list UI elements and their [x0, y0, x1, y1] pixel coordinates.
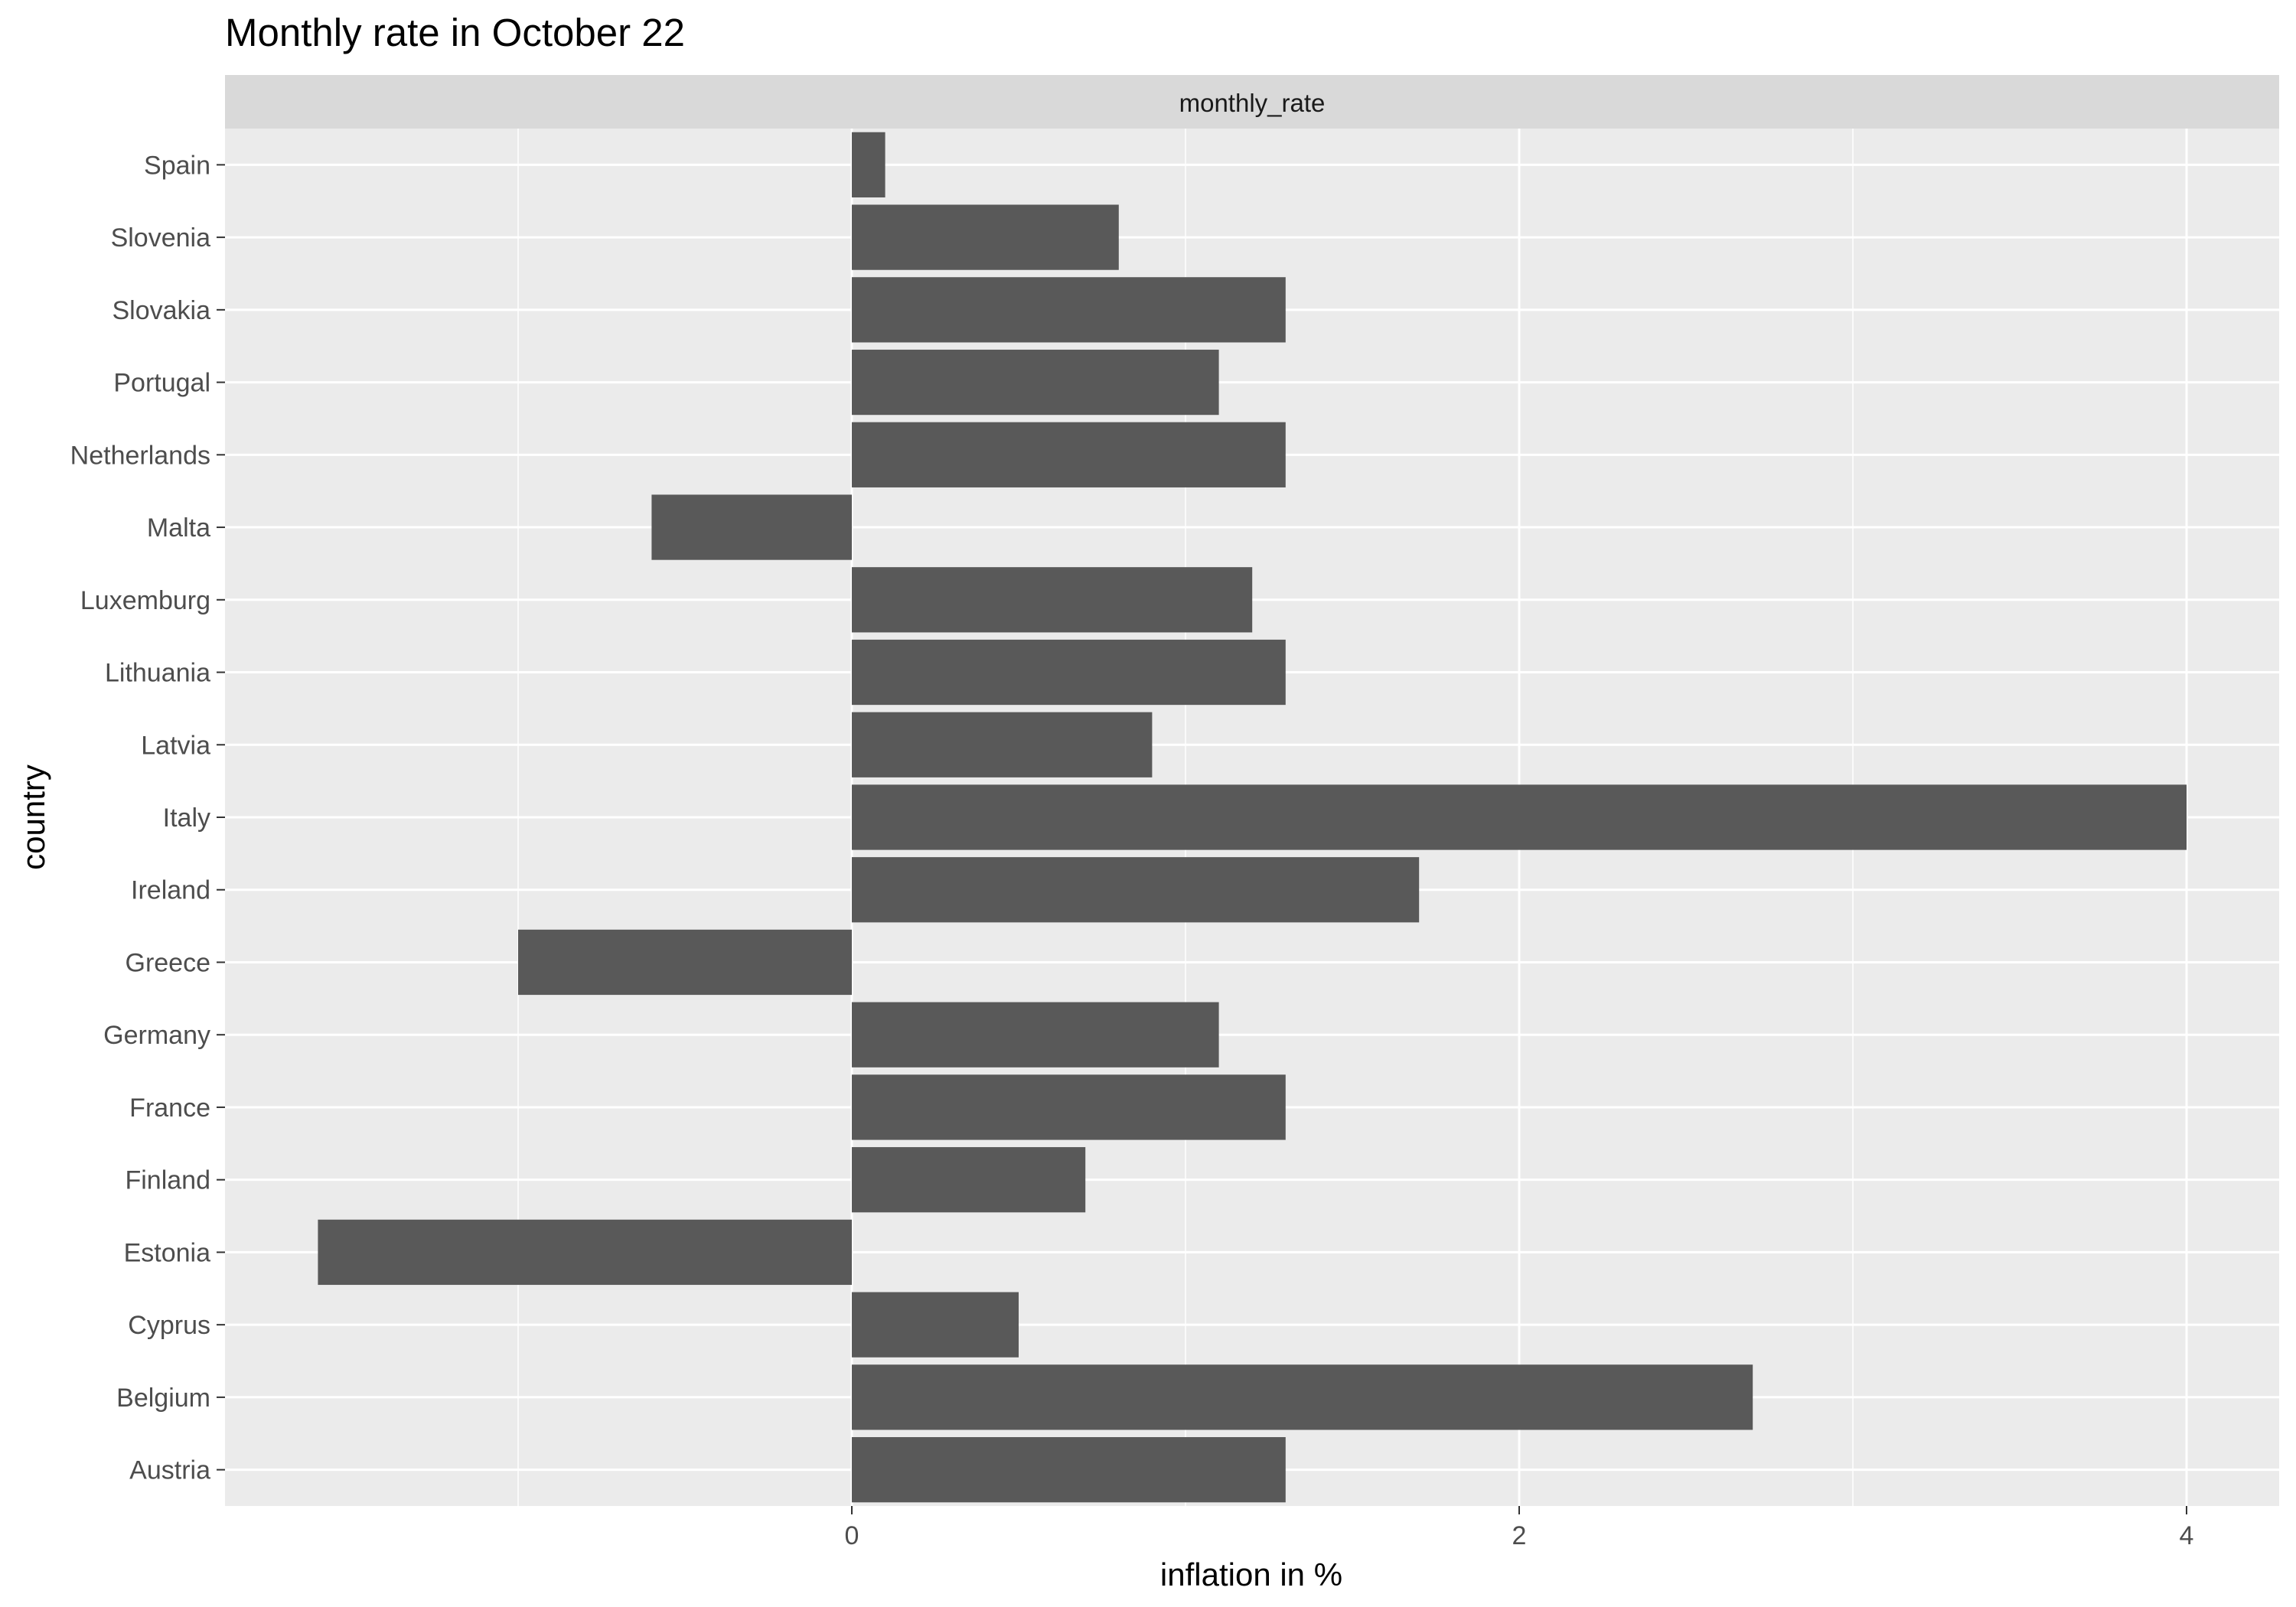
- y-tick-label: Luxemburg: [80, 586, 210, 615]
- x-tick-label: 0: [845, 1521, 859, 1550]
- x-tick-label: 4: [2180, 1521, 2194, 1550]
- bar-greece: [518, 929, 852, 996]
- y-tick-label: Italy: [163, 804, 210, 833]
- y-tick-label: Estonia: [124, 1238, 210, 1267]
- y-tick-label: Germany: [103, 1021, 210, 1050]
- bar-finland: [852, 1147, 1086, 1213]
- bar-malta: [651, 494, 852, 560]
- bar-portugal: [852, 349, 1219, 416]
- y-tick-label: Lithuania: [105, 659, 210, 688]
- y-tick-label: Finland: [125, 1166, 210, 1195]
- facet-strip: monthly_rate: [225, 75, 2279, 129]
- bar-lithuania: [852, 639, 1286, 706]
- y-tick-label: Slovakia: [112, 296, 210, 325]
- bar-austria: [852, 1437, 1286, 1503]
- bar-latvia: [852, 712, 1153, 777]
- x-tick-label: 2: [1512, 1521, 1527, 1550]
- y-tick-label: Belgium: [116, 1384, 210, 1413]
- bar-ireland: [852, 857, 1420, 923]
- bar-netherlands: [852, 422, 1286, 487]
- y-tick-label: Ireland: [131, 876, 210, 905]
- facet-strip-bg: [225, 75, 2279, 129]
- bar-spain: [852, 132, 885, 197]
- bar-slovenia: [852, 204, 1119, 270]
- y-tick-label: Austria: [129, 1456, 210, 1485]
- y-tick-label: Cyprus: [128, 1311, 210, 1340]
- x-axis: 0 2 4: [845, 1506, 2194, 1550]
- y-tick-label: Slovenia: [111, 223, 211, 253]
- y-tick-label: Netherlands: [70, 441, 210, 470]
- bar-estonia: [318, 1219, 852, 1286]
- x-axis-title: inflation in %: [1160, 1556, 1342, 1592]
- bar-luxemburg: [852, 567, 1253, 633]
- y-tick-label: Greece: [126, 948, 211, 977]
- y-tick-label: Latvia: [141, 731, 210, 760]
- y-tick-label: Portugal: [113, 369, 210, 398]
- y-axis-title: country: [15, 764, 51, 870]
- y-tick-label: Spain: [144, 151, 210, 180]
- bar-germany: [852, 1002, 1219, 1068]
- bars: [318, 132, 2187, 1503]
- y-axis: Austria Belgium Cyprus Estonia Finland France…: [70, 151, 225, 1485]
- bar-cyprus: [852, 1292, 1019, 1358]
- bar-france: [852, 1074, 1286, 1140]
- bar-italy: [852, 784, 2187, 850]
- chart-title: Monthly rate in October 22: [225, 11, 685, 54]
- y-tick-label: France: [129, 1094, 210, 1123]
- bar-belgium: [852, 1364, 1753, 1430]
- bar-slovakia: [852, 277, 1286, 343]
- facet-strip-label: monthly_rate: [1179, 89, 1326, 117]
- y-tick-label: Malta: [147, 513, 210, 543]
